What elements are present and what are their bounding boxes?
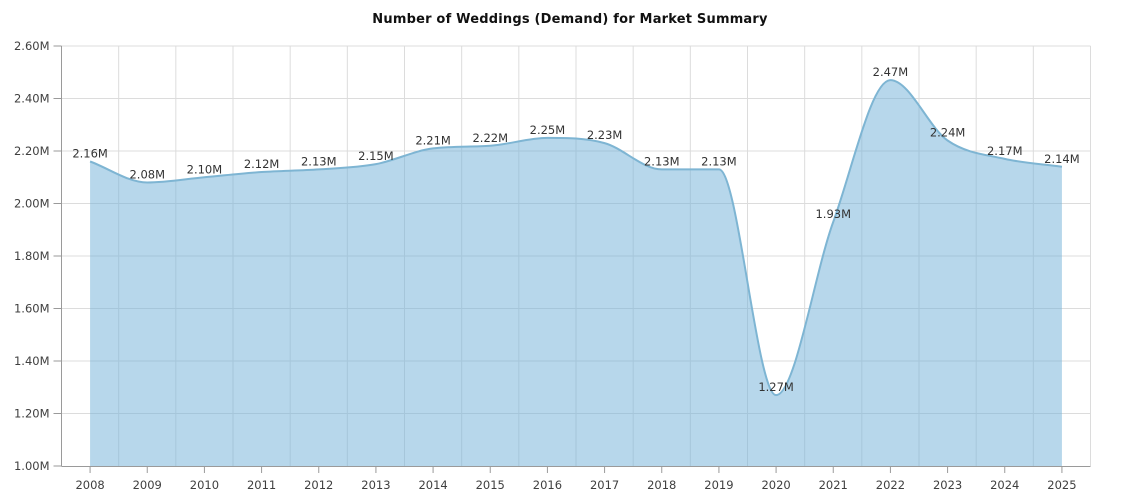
data-label: 2.13M (701, 154, 737, 168)
data-label: 1.27M (758, 380, 794, 394)
data-label: 2.08M (129, 168, 165, 182)
y-tick-label: 1.20M (14, 407, 50, 421)
x-tick-label: 2021 (819, 478, 848, 492)
x-tick-label: 2011 (247, 478, 276, 492)
x-tick-label: 2020 (761, 478, 790, 492)
data-label: 2.24M (930, 126, 966, 140)
y-tick-label: 2.60M (14, 39, 50, 53)
y-tick-label: 1.40M (14, 354, 50, 368)
area-fill (90, 80, 1062, 466)
x-tick-label: 2013 (361, 478, 390, 492)
data-label: 2.15M (358, 149, 394, 163)
data-label: 2.17M (987, 144, 1023, 158)
data-label: 2.10M (187, 162, 223, 176)
x-tick-label: 2019 (704, 478, 733, 492)
data-label: 2.21M (415, 133, 451, 147)
data-label: 2.12M (244, 157, 280, 171)
x-tick-label: 2023 (933, 478, 962, 492)
y-tick-label: 1.00M (14, 459, 50, 473)
x-tick-label: 2014 (418, 478, 447, 492)
y-tick-label: 2.40M (14, 92, 50, 106)
x-tick-label: 2024 (990, 478, 1019, 492)
chart-title: Number of Weddings (Demand) for Market S… (372, 12, 768, 27)
x-tick-label: 2015 (476, 478, 505, 492)
x-tick-label: 2012 (304, 478, 333, 492)
data-label: 2.25M (530, 123, 566, 137)
x-tick-label: 2009 (133, 478, 162, 492)
y-tick-label: 1.80M (14, 249, 50, 263)
y-tick-label: 1.60M (14, 302, 50, 316)
x-tick-label: 2010 (190, 478, 219, 492)
data-label: 1.93M (815, 207, 851, 221)
x-tick-label: 2022 (876, 478, 905, 492)
data-label: 2.23M (587, 128, 623, 142)
area-line (89, 79, 1063, 397)
x-tick-label: 2017 (590, 478, 619, 492)
x-tick-label: 2018 (647, 478, 676, 492)
data-label: 2.13M (644, 154, 680, 168)
x-tick-label: 2016 (533, 478, 562, 492)
data-label: 2.16M (72, 147, 108, 161)
x-tick-label: 2008 (75, 478, 104, 492)
data-label: 2.13M (301, 154, 337, 168)
data-label: 2.14M (1044, 152, 1080, 166)
data-label: 2.47M (873, 65, 909, 79)
data-label: 2.22M (472, 131, 508, 145)
y-tick-label: 2.00M (14, 197, 50, 211)
x-tick-label: 2025 (1047, 478, 1076, 492)
y-tick-label: 2.20M (14, 144, 50, 158)
